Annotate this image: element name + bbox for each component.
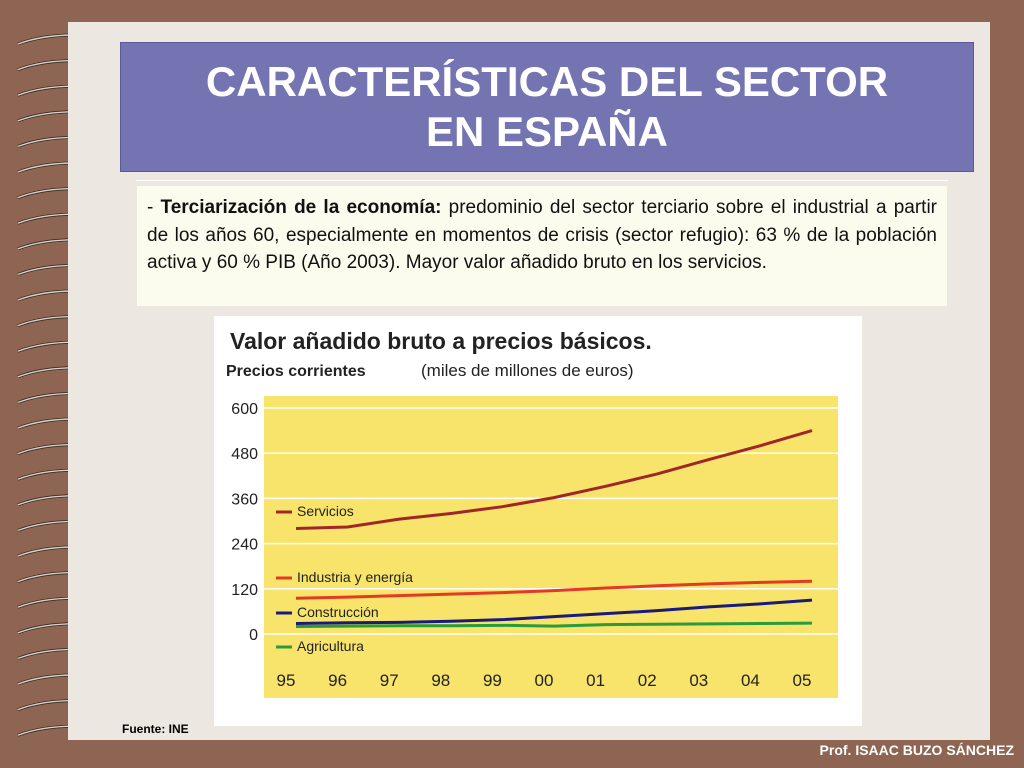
x-tick-label: 05 — [793, 671, 812, 690]
bullet-text-box: - Terciarización de la economía: predomi… — [137, 186, 947, 306]
y-tick-label: 600 — [231, 401, 258, 418]
series-label: Agricultura — [297, 638, 364, 654]
title-line-1: CARACTERÍSTICAS DEL SECTOR — [205, 58, 889, 105]
x-tick-label: 96 — [328, 671, 347, 690]
x-tick-label: 97 — [380, 671, 399, 690]
chart-panel: Valor añadido bruto a precios básicos. P… — [214, 316, 862, 726]
y-tick-label: 120 — [231, 582, 258, 599]
x-tick-label: 99 — [483, 671, 502, 690]
y-tick-label: 480 — [231, 446, 258, 463]
x-tick-label: 04 — [741, 671, 760, 690]
x-tick-label: 01 — [586, 671, 605, 690]
series-label: Industria y energía — [297, 569, 413, 585]
y-tick-label: 240 — [231, 537, 258, 554]
title-line-2: EN ESPAÑA — [426, 108, 668, 155]
x-tick-label: 95 — [277, 671, 296, 690]
chart-subtitle-bold: Precios corrientes — [226, 363, 366, 380]
x-tick-label: 98 — [431, 671, 450, 690]
series-label: Construcción — [297, 604, 379, 620]
x-tick-label: 02 — [638, 671, 657, 690]
author-footer: Prof. ISAAC BUZO SÁNCHEZ — [819, 742, 1014, 758]
x-tick-label: 00 — [535, 671, 554, 690]
plot-area — [264, 396, 838, 698]
y-tick-label: 0 — [249, 627, 258, 644]
bullet-heading: Terciarización de la economía: — [160, 197, 442, 218]
line-chart: Valor añadido bruto a precios básicos. P… — [226, 328, 838, 698]
separator-line — [136, 180, 948, 181]
source-note: Fuente: INE — [122, 722, 189, 736]
series-label: Servicios — [297, 503, 354, 519]
y-tick-label: 360 — [231, 491, 258, 508]
bullet-dash: - — [147, 197, 154, 218]
chart-title: Valor añadido bruto a precios básicos. — [230, 328, 652, 354]
x-tick-label: 03 — [689, 671, 708, 690]
page-title: CARACTERÍSTICAS DEL SECTOR EN ESPAÑA — [120, 42, 974, 172]
bullet-body: predominio del sector terciario sobre el… — [147, 197, 937, 273]
chart-subtitle-units: (miles de millones de euros) — [421, 361, 634, 380]
